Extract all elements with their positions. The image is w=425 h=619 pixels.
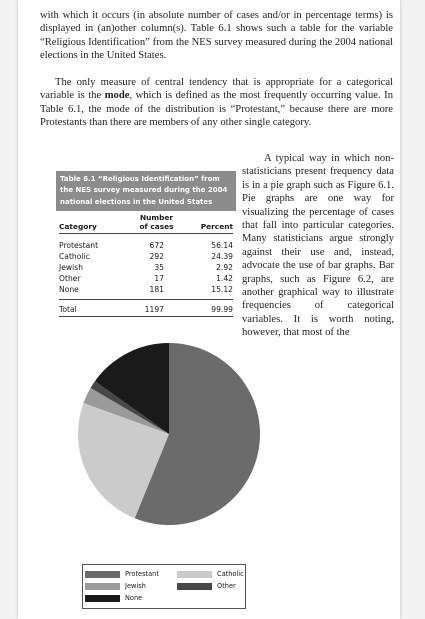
table-row: None 181 15.12 — [59, 284, 233, 295]
body-paragraph-2: The only measure of central tendency tha… — [40, 76, 393, 130]
row-percent: 56.14 — [211, 241, 233, 251]
legend-label: Protestant — [125, 570, 159, 578]
row-cases: 292 — [149, 252, 165, 262]
row-category: None — [59, 285, 79, 295]
paragraph-1-text: with which it occurs (in absolute number… — [40, 10, 393, 62]
row-cases: 672 — [149, 241, 165, 251]
legend-item-jewish: Jewish — [85, 581, 146, 591]
row-category: Catholic — [59, 252, 90, 262]
legend-item-catholic: Catholic — [177, 569, 244, 579]
legend-label: Other — [217, 582, 236, 590]
row-percent: 15.12 — [211, 285, 233, 295]
header-number-line2: of cases — [139, 222, 174, 232]
table-header-row: Category Number of cases Percent — [59, 211, 233, 235]
row-cases: 35 — [154, 263, 164, 273]
table-total-row: Total 1197 99.99 — [59, 300, 233, 318]
table-6-1: Table 6.1 “Religious Identification” fro… — [56, 171, 236, 318]
table-caption: Table 6.1 “Religious Identification” fro… — [56, 171, 236, 212]
legend-item-other: Other — [177, 581, 236, 591]
table-row: Catholic 292 24.39 — [59, 251, 233, 262]
header-number-line1: Number — [139, 213, 174, 223]
total-cases: 1197 — [144, 305, 164, 315]
legend-item-none: None — [85, 593, 142, 603]
document-page: with which it occurs (in absolute number… — [18, 0, 400, 619]
table-data-rows: Protestant 672 56.14 Catholic 292 24.39 Jewish… — [59, 234, 233, 301]
header-percent: Percent — [200, 222, 233, 232]
pie-chart — [77, 343, 261, 525]
chart-legend: Protestant Catholic Jewish Other None — [82, 564, 246, 609]
table-row: Protestant 672 56.14 — [59, 240, 233, 251]
header-category: Category — [59, 222, 97, 232]
header-number-of-cases: Number of cases — [129, 213, 184, 231]
legend-swatch — [177, 582, 212, 590]
legend-swatch — [85, 594, 120, 602]
body-paragraph-3: A typical way in which non-statisticians… — [242, 152, 394, 340]
table-row: Other 17 1.42 — [59, 273, 233, 284]
row-cases: 181 — [149, 285, 165, 295]
row-category: Jewish — [59, 263, 84, 273]
total-percent: 99.99 — [211, 305, 233, 315]
pie-slice-catholic — [77, 402, 169, 519]
paragraph-2-text-b: , which is defined as the most frequentl… — [40, 90, 393, 129]
row-percent: 24.39 — [211, 252, 233, 262]
legend-swatch — [177, 570, 212, 578]
pie-slice-other — [90, 381, 169, 434]
legend-item-protestant: Protestant — [85, 569, 159, 579]
row-category: Protestant — [59, 241, 99, 251]
legend-label: None — [125, 594, 143, 602]
table-body: Category Number of cases Percent Protest… — [56, 211, 236, 318]
row-category: Other — [59, 274, 81, 284]
body-paragraph-1: with which it occurs (in absolute number… — [40, 9, 393, 63]
pie-slice-protestant — [134, 343, 261, 525]
legend-label: Catholic — [217, 570, 244, 578]
mode-term: mode — [104, 90, 130, 102]
row-percent: 1.42 — [216, 274, 233, 284]
paragraph-2-text-a: The only measure of central tendency tha… — [40, 77, 393, 102]
row-percent: 2.92 — [216, 263, 233, 273]
table-row: Jewish 35 2.92 — [59, 262, 233, 273]
total-label: Total — [59, 305, 77, 315]
pie-slice-jewish — [83, 387, 169, 434]
legend-swatch — [85, 582, 120, 590]
row-cases: 17 — [154, 274, 164, 284]
paragraph-3-text: A typical way in which non-statisticians… — [242, 153, 394, 339]
legend-swatch — [85, 570, 120, 578]
pie-slice-none — [94, 343, 169, 434]
legend-label: Jewish — [125, 582, 146, 590]
